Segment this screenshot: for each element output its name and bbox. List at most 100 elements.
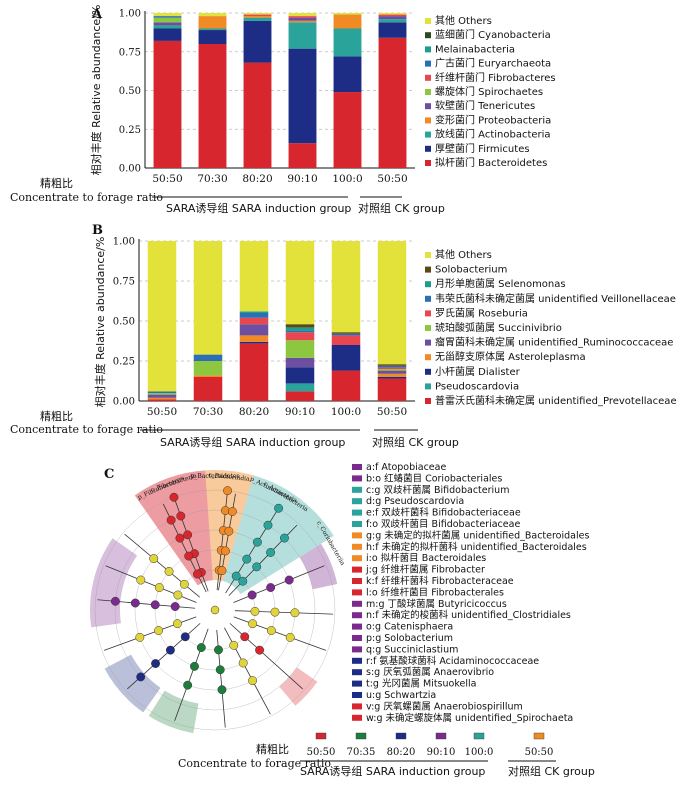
chart-b-bar-segment — [285, 367, 315, 384]
chart-b-ytick-label: 0.50 — [113, 317, 135, 328]
chart-a-xtick-label: 80:20 — [242, 173, 272, 185]
chart-b-legend-label: 琥珀酸弧菌属 Succinivibrio — [435, 321, 562, 334]
cladogram-branch — [224, 627, 271, 715]
panel-b-plot: 0.00 0.25 0.50 0.75 1.00 50:50 70:30 80:20 90:10… — [113, 237, 415, 418]
taxa-legend-label: d:g Pseudoscardovia — [366, 496, 464, 507]
chart-b-bar-segment — [377, 367, 407, 369]
chart-b-bar-segment — [147, 241, 177, 392]
chart-b-bar-segment — [239, 241, 269, 312]
chart-b-bar-segment — [285, 357, 315, 368]
panel-b-xlabel-en: Concentrate to forage ratio — [10, 423, 163, 436]
chart-a-legend-swatch — [425, 145, 431, 152]
chart-b-legend-label: 瘤胃菌科未确定属 unidentified_Ruminococcaceae — [435, 336, 673, 349]
taxa-legend-swatch — [352, 714, 362, 721]
chart-b-bar-segment — [377, 369, 407, 371]
chart-a-xtick-label: 50:50 — [152, 173, 182, 185]
chart-b-xtick-label: 50:50 — [377, 406, 407, 418]
chart-b-bar-segment — [331, 332, 361, 334]
taxa-legend-label: u:g Schwartzia — [366, 690, 436, 701]
chart-a-bar-segment — [198, 44, 227, 168]
taxa-legend-label: k:f 纤维杆菌科 Fibrobacteraceae — [366, 575, 514, 587]
chart-a-xtick-label: 70:30 — [197, 173, 227, 185]
chart-b-bar-segment — [377, 364, 407, 366]
taxa-legend-swatch — [352, 521, 362, 527]
cladogram-branch — [234, 610, 333, 615]
panel-b-legend: 其他 Others Solobacterium 月形单胞菌属 Selenomonas… — [425, 248, 677, 407]
chart-a-bar-segment — [288, 22, 317, 49]
chart-b-bar-segment — [331, 241, 361, 333]
panel-a-xlabel-cn: 精粗比 — [40, 177, 73, 190]
cladogram-node — [172, 619, 182, 629]
cladogram-node — [136, 575, 146, 585]
taxa-legend-swatch — [352, 692, 362, 698]
cladogram-node — [173, 590, 183, 600]
taxa-legend-label: q:g Succiniclastium — [366, 644, 458, 655]
chart-a-bar-segment — [333, 92, 362, 168]
chart-b-bar-segment — [285, 391, 315, 401]
chart-a-bar-segment — [243, 62, 272, 168]
taxa-legend-label: p:g Solobacterium — [366, 633, 453, 644]
taxa-legend-label: l:o 纤维杆菌目 Fibrobacterales — [366, 586, 504, 598]
cladogram-node — [193, 569, 202, 579]
panel-b-group-ck: 对照组 CK group — [372, 435, 459, 449]
taxa-legend-swatch — [352, 555, 362, 562]
chart-b-bar-segment — [377, 373, 407, 377]
taxa-legend-swatch — [352, 486, 362, 493]
cladogram-node — [285, 632, 295, 642]
treatment-label: 50:50 — [307, 747, 336, 758]
chart-b-bar-segment — [193, 375, 223, 377]
cladogram-node — [149, 554, 159, 564]
taxa-legend-label: e:f 双歧杆菌科 Bifidobacteriaceae — [366, 507, 521, 519]
chart-b-bar-segment — [285, 327, 315, 331]
chart-b-bar-segment — [239, 343, 269, 401]
taxa-legend-swatch — [352, 680, 362, 687]
panel-b-group-sara: SARA诱导组 SARA induction group — [160, 435, 345, 449]
taxa-legend-swatch — [352, 464, 362, 470]
chart-b-bar-segment — [193, 354, 223, 361]
chart-a-xtick-label: 90:10 — [287, 173, 317, 185]
chart-b-bar-segment — [147, 394, 177, 398]
panel-c-group-sara: SARA诱导组 SARA induction group — [300, 764, 485, 778]
taxa-legend-swatch — [352, 646, 362, 653]
chart-a-bar-segment — [153, 40, 182, 168]
chart-a-bar-segment — [288, 48, 317, 144]
chart-a-ytick-label: 0.25 — [119, 125, 141, 136]
cladogram-node — [150, 600, 160, 610]
cladogram-node — [231, 571, 241, 581]
panel-c-treatment-legend: 50:50 70:35 80:20 90:10 100:0 50:50 — [307, 732, 553, 758]
cladogram-node — [180, 632, 190, 642]
cladogram-node — [170, 602, 180, 611]
chart-a-bar-segment — [333, 13, 362, 15]
chart-a-bar-segment — [333, 28, 362, 57]
chart-a-bar-segment — [378, 13, 407, 15]
taxa-legend-label: j:g 纤维杆菌属 Fibrobacter — [365, 564, 485, 576]
chart-a-bar-segment — [288, 143, 317, 168]
taxa-legend-label: n:f 未确定的梭菌科 unidentified_Clostridiales — [366, 609, 571, 621]
chart-a-bar-segment — [288, 17, 317, 21]
cladogram-node — [238, 658, 248, 668]
chart-b-ytick-label: 0.00 — [113, 397, 135, 408]
chart-a-bar-segment — [333, 14, 362, 29]
taxa-legend-label: r:f 氨基酸球菌科 Acidaminococcaceae — [366, 655, 539, 667]
chart-a-ytick-label: 0.50 — [119, 86, 141, 97]
taxa-legend-label: t:g 光冈菌属 Mitsuokella — [366, 678, 476, 690]
chart-b-legend-swatch — [425, 383, 431, 390]
clade-sector-coriobacteriia — [299, 543, 338, 590]
chart-b-bar-segment — [193, 377, 223, 401]
chart-a-legend-label: 厚壁菌门 Firmicutes — [435, 142, 530, 155]
chart-a-legend-swatch — [425, 18, 431, 24]
chart-a-bar-segment — [198, 16, 227, 29]
chart-a-bar-segment — [243, 14, 272, 17]
clade-sector-actinobacteria — [223, 475, 334, 595]
chart-a-legend-label: 其他 Others — [435, 14, 492, 27]
treatment-swatch — [533, 732, 545, 740]
cladogram-node — [184, 551, 194, 561]
treatment-swatch — [355, 732, 367, 740]
panel-a-ylabel: 相对丰度 Relative abundance/% — [89, 5, 103, 176]
chart-a-legend-label: 软壁菌门 Tenericutes — [435, 99, 535, 112]
treatment-swatch — [435, 732, 447, 740]
chart-b-legend-label: 韦荣氏菌科未确定菌属 unidentified Veillonellaceae — [435, 292, 676, 305]
chart-a-legend-swatch — [425, 46, 431, 53]
chart-a-legend-swatch — [425, 160, 431, 166]
taxa-legend-label: s:g 厌氧弧菌属 Anaerovibrio — [366, 666, 494, 678]
